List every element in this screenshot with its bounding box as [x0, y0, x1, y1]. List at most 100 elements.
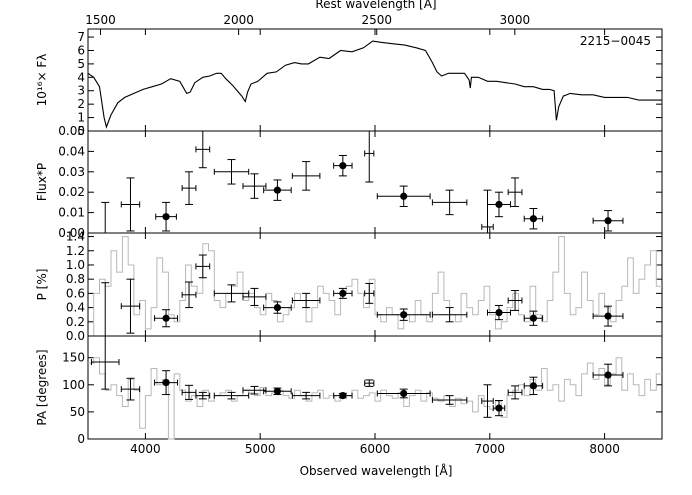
y-tick-label: 7 [77, 30, 85, 44]
data-point [364, 282, 375, 304]
filled-marker [273, 387, 282, 395]
y-tick-label: 0.03 [58, 165, 85, 179]
y-axis-label: PA [degrees] [35, 349, 49, 425]
data-point [181, 171, 197, 205]
y-tick-label: 1 [77, 111, 85, 125]
y-tick-label: 0.02 [58, 185, 85, 199]
data-point [431, 307, 468, 323]
flux-spectrum-line [87, 40, 662, 129]
data-point [291, 292, 321, 309]
filled-marker [273, 186, 282, 194]
top-tick-label: 3000 [500, 13, 531, 27]
data-point [242, 287, 267, 306]
y-axis-label: P [%] [35, 269, 49, 301]
data-point [213, 391, 250, 400]
data-point [120, 278, 141, 334]
data-point [492, 400, 506, 417]
data-point [507, 385, 523, 400]
data-point [592, 363, 624, 387]
y-tick-label: 0.2 [66, 315, 85, 329]
y-tick-label: 0.01 [58, 206, 85, 220]
data-point [195, 254, 211, 279]
filled-marker [339, 162, 347, 170]
y-tick-label: 0.00 [58, 226, 85, 240]
data-point [195, 391, 211, 400]
y-tick-label: 0.04 [58, 144, 85, 158]
data-point [242, 173, 267, 199]
data-point [431, 395, 468, 405]
data-point [333, 392, 353, 400]
y-tick-label: 0.4 [66, 301, 85, 315]
y-tick-label: 50 [70, 405, 85, 419]
filled-marker [162, 314, 170, 322]
data-point [376, 185, 431, 207]
data-point [90, 335, 120, 390]
object-label: 2215−0045 [580, 34, 651, 48]
data-point [523, 208, 544, 230]
y-tick-label: 0.6 [66, 286, 85, 300]
data-point [195, 130, 211, 169]
data-point [333, 287, 353, 299]
x-tick-label: 7000 [475, 442, 506, 456]
top-tick-label: 1500 [85, 13, 116, 27]
y-tick-label: 0.8 [66, 272, 85, 286]
binned-background-histogram [88, 357, 662, 440]
filled-marker [273, 303, 282, 312]
y-tick-label: 0.0 [66, 329, 85, 343]
data-point [376, 388, 431, 399]
data-point [291, 161, 321, 191]
data-point [507, 290, 523, 311]
panel-flux_times_p: 0.00 0.01 0.02 0.03 0.04 0.05 Flux*P [35, 124, 663, 240]
data-point [213, 159, 250, 185]
x-tick-label: 4000 [130, 442, 161, 456]
filled-marker [604, 371, 612, 379]
data-point [507, 177, 523, 207]
filled-marker [339, 392, 347, 400]
x-tick-label: 8000 [589, 442, 620, 456]
x-tick-label: 5000 [245, 442, 276, 456]
filled-marker [339, 289, 347, 297]
binned-background-histogram [88, 236, 662, 337]
top-tick-label: 2500 [361, 13, 392, 27]
data-point [481, 384, 494, 418]
filled-marker [400, 389, 408, 398]
top-tick-label: 2000 [223, 13, 254, 27]
y-tick-label: 0 [77, 124, 85, 138]
panel-frame [87, 130, 663, 234]
data-point [364, 379, 375, 387]
data-point [181, 384, 197, 400]
data-point [592, 305, 624, 327]
y-tick-label: 1.0 [66, 258, 85, 272]
data-point [333, 154, 353, 177]
filled-marker [529, 382, 538, 390]
data-point [263, 387, 292, 396]
y-tick-label: 1.2 [66, 244, 85, 258]
y-tick-label: 6 [77, 43, 85, 57]
filled-marker [529, 314, 538, 322]
filled-marker [604, 217, 612, 225]
data-point [213, 284, 250, 303]
data-point [120, 177, 141, 232]
y-axis-label: 10¹⁶× Fλ [35, 54, 49, 107]
data-point [376, 308, 431, 321]
data-point [120, 377, 141, 401]
x-axis-label: Observed wavelength [Å] [300, 463, 453, 478]
data-point [263, 301, 292, 314]
filled-marker [495, 200, 503, 209]
y-tick-label: 0.05 [58, 124, 85, 138]
x-tick-label: 6000 [360, 442, 391, 456]
data-point [481, 189, 494, 234]
data-point [101, 201, 110, 234]
data-point [431, 189, 468, 216]
y-tick-label: 4 [77, 70, 85, 84]
filled-marker [604, 312, 612, 320]
data-point [154, 370, 179, 396]
data-point [154, 309, 179, 328]
y-axis-label: Flux*P [35, 163, 49, 201]
data-point [487, 304, 511, 321]
data-point [487, 191, 511, 218]
filled-marker [529, 215, 538, 223]
y-tick-label: 2 [77, 97, 85, 111]
